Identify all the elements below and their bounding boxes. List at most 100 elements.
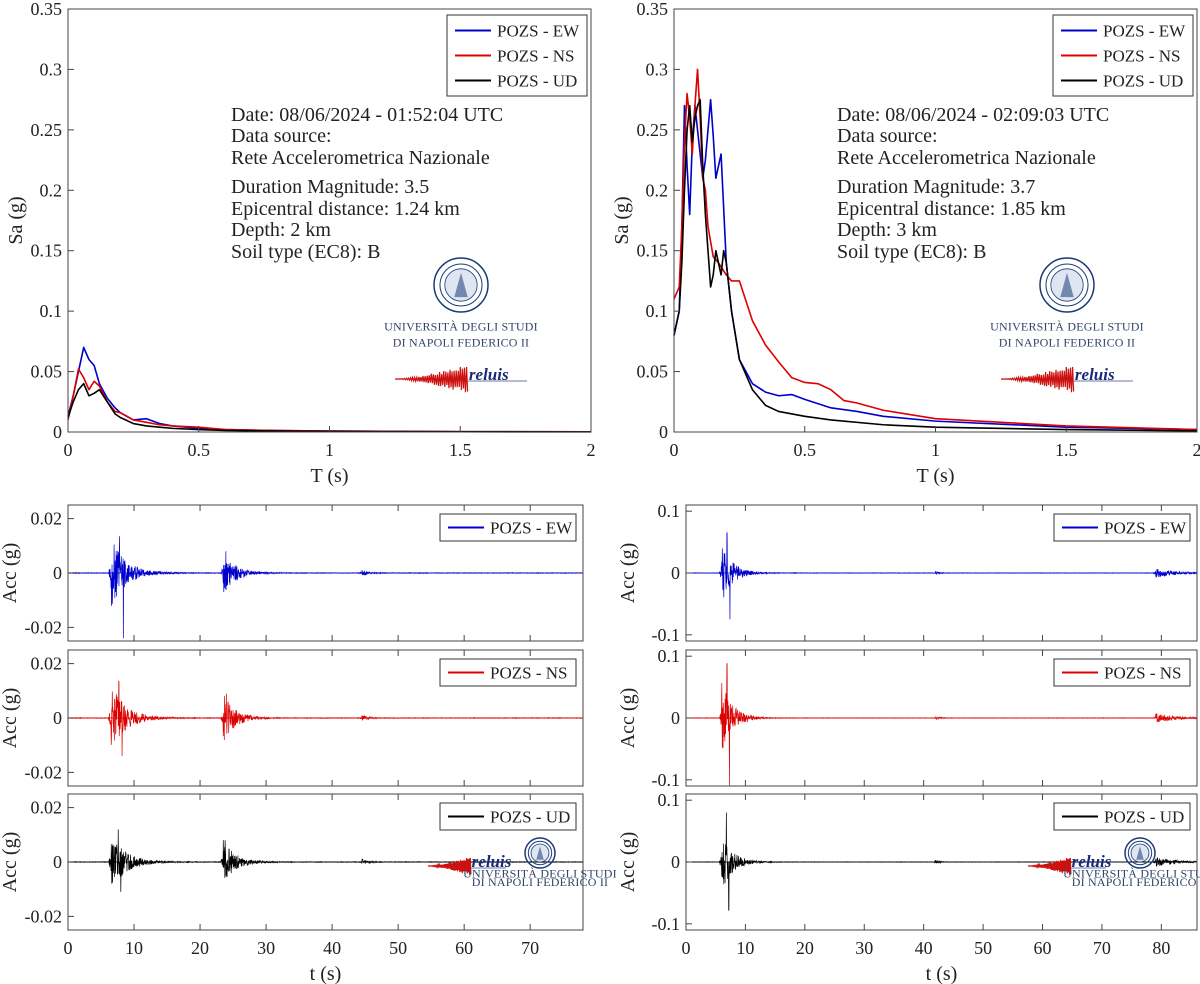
y-tick-label: -0.1 [652, 625, 681, 645]
y-tick-label: -0.1 [652, 770, 681, 790]
info-source-label: Data source: [231, 125, 332, 147]
legend-label-ud: POZS - UD [1103, 72, 1183, 91]
x-tick-label: 0 [682, 938, 691, 958]
waveform-panel-ns: -0.02 0 0.02 Acc (g) POZS - NS [0, 649, 584, 787]
x-axis-label: t (s) [310, 963, 342, 984]
university-name-line1: UNIVERSITÀ DEGLI STUDI [1063, 867, 1200, 881]
x-tick-label: 30 [855, 938, 873, 958]
y-tick-label: 0.02 [31, 798, 63, 818]
university-name-line2: DI NAPOLI FEDERICO II [999, 336, 1136, 350]
y-tick-label: 0.3 [646, 59, 669, 79]
y-tick-label: 0.15 [31, 241, 63, 261]
waveform-panel-ns: -0.1 0 0.1 Acc (g) POZS - NS [617, 646, 1198, 790]
x-tick-label: 0 [670, 440, 679, 460]
y-axis-label: Acc (g) [0, 832, 21, 893]
seal-outer-ring [1039, 257, 1095, 313]
acceleration-group-right: -0.1 0 0.1 Acc (g) POZS - EW -0.1 0 0.1 Acc (g) P… [617, 501, 1200, 984]
reluis-waveform [1028, 857, 1072, 875]
y-tick-label: -0.02 [25, 762, 63, 782]
legend-label-ns: POZS - NS [1104, 664, 1181, 683]
info-magnitude: Duration Magnitude: 3.7 [837, 176, 1035, 198]
x-tick-label: 60 [1034, 938, 1052, 958]
seal-outer-ring [433, 257, 489, 313]
info-depth: Depth: 3 km [837, 219, 937, 241]
series-line-ns [673, 68, 1198, 431]
y-tick-label: 0.25 [31, 120, 63, 140]
y-tick-label: 0 [671, 852, 680, 872]
x-tick-label: 0 [64, 938, 73, 958]
info-date: Date: 08/06/2024 - 01:52:04 UTC [231, 104, 503, 126]
y-axis-label: Acc (g) [0, 543, 21, 604]
x-tick-label: 1 [931, 440, 940, 460]
y-axis-label: Acc (g) [617, 543, 639, 604]
x-tick-label: 70 [1093, 938, 1111, 958]
seal-figure [454, 272, 468, 298]
y-tick-label: 0.35 [31, 0, 63, 19]
info-distance: Epicentral distance: 1.85 km [837, 198, 1066, 220]
info-soil: Soil type (EC8): B [231, 241, 380, 263]
x-tick-label: 50 [974, 938, 992, 958]
reluis-waveform [428, 857, 472, 875]
seal-figure [1136, 846, 1144, 860]
y-tick-label: 0 [53, 563, 62, 583]
y-axis-label: Sa (g) [5, 196, 27, 244]
waveform-panel-ew: -0.02 0 0.02 Acc (g) POZS - EW [0, 504, 584, 642]
waveform-panel-ew: -0.1 0 0.1 Acc (g) POZS - EW [617, 501, 1198, 645]
waveform-trace-ns [67, 680, 584, 757]
legend-label-ns: POZS - NS [490, 664, 567, 683]
seal-outer-ring [524, 837, 556, 869]
y-tick-label: 0 [659, 422, 668, 442]
y-axis-label: Acc (g) [617, 688, 639, 749]
y-tick-label: 0.3 [40, 59, 63, 79]
y-tick-label: 0.1 [658, 646, 681, 666]
waveform-trace-ew [685, 532, 1198, 620]
seal-inner-ring [439, 263, 483, 307]
spectrum-chart-right: 0 0.5 1 1.5 2 0 0.05 0.1 0.15 0.2 0.25 0.3 0.35 T (s)… [611, 0, 1200, 487]
seal-inner-ring [527, 840, 553, 866]
legend-label-ud: POZS - UD [497, 72, 577, 91]
reluis-waveform [1001, 366, 1075, 393]
waveform-panel-ud: -0.1 0 0.1 Acc (g) POZS - UD [617, 790, 1198, 934]
legend-label-ew: POZS - EW [1104, 519, 1187, 538]
y-axis-label: Acc (g) [617, 832, 639, 893]
y-tick-label: -0.02 [25, 906, 63, 926]
x-tick-label: 1 [325, 440, 334, 460]
seal-figure [1060, 272, 1074, 298]
y-tick-label: 0.05 [31, 362, 63, 382]
legend-label-ew: POZS - EW [1103, 22, 1186, 41]
legend-label-ud: POZS - UD [1104, 808, 1184, 827]
series-line-ud [67, 382, 592, 433]
x-tick-label: 40 [323, 938, 341, 958]
x-tick-label: 20 [796, 938, 814, 958]
info-source: Rete Accelerometrica Nazionale [837, 147, 1096, 169]
x-tick-label: 1.5 [449, 440, 472, 460]
x-tick-label: 50 [389, 938, 407, 958]
info-magnitude: Duration Magnitude: 3.5 [231, 176, 429, 198]
waveform-trace-ew [67, 536, 584, 639]
x-tick-label: 80 [1152, 938, 1170, 958]
y-axis-label: Acc (g) [0, 688, 21, 749]
x-axis-label: T (s) [311, 465, 349, 487]
reluis-wordmark: reluis [1075, 365, 1115, 384]
university-name-line2: DI NAPOLI FEDERICO II [1072, 875, 1200, 889]
university-name-line1: UNIVERSITÀ DEGLI STUDI [463, 867, 617, 881]
x-tick-label: 0 [64, 440, 73, 460]
y-tick-label: 0.2 [40, 180, 63, 200]
seal-figure [536, 846, 544, 860]
university-name-line1: UNIVERSITÀ DEGLI STUDI [990, 319, 1144, 333]
y-tick-label: 0 [671, 563, 680, 583]
x-tick-label: 2 [587, 440, 596, 460]
spectrum-chart-left: 0 0.5 1 1.5 2 0 0.05 0.1 0.15 0.2 0.25 0.3 0.35 T (s)… [5, 0, 596, 487]
y-tick-label: 0.1 [658, 501, 681, 521]
y-tick-label: 0.15 [637, 241, 669, 261]
seal-inner-ring [1045, 263, 1089, 307]
info-source-label: Data source: [837, 125, 938, 147]
y-tick-label: 0 [671, 708, 680, 728]
x-tick-label: 10 [125, 938, 143, 958]
legend-label-ns: POZS - NS [1103, 47, 1180, 66]
y-tick-label: 0 [53, 852, 62, 872]
x-tick-label: 30 [257, 938, 275, 958]
info-date: Date: 08/06/2024 - 02:09:03 UTC [837, 104, 1109, 126]
